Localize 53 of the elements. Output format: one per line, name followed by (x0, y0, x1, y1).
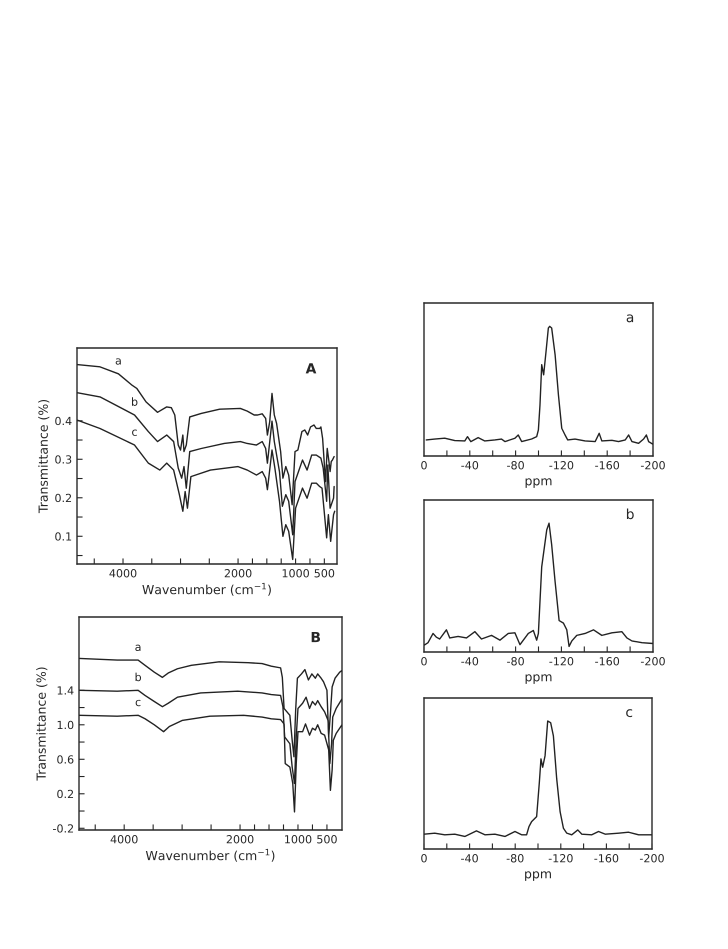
x-tick-label: 1000 (282, 569, 309, 578)
series-label: a (135, 644, 140, 652)
x-tick-label: -120 (549, 461, 574, 470)
y-tick-label: 0.4 (55, 416, 72, 426)
x-axis-title: Wavenumber (cm$^{−1}$) (142, 582, 271, 596)
x-tick-label: 2000 (224, 569, 252, 578)
x-tick-label: -200 (640, 854, 664, 862)
x-tick-label: 2000 (226, 835, 254, 844)
series-label: c (136, 700, 140, 706)
x-tick-label: -40 (461, 854, 478, 862)
x-axis-title: ppm (526, 674, 552, 684)
x-tick-label: -120 (549, 657, 574, 666)
y-tick-label: -0.2 (53, 824, 74, 833)
x-tick-label: -80 (507, 657, 524, 666)
x-tick-label: -40 (461, 657, 478, 666)
x-tick-label: -80 (507, 461, 524, 470)
y-tick-label: 0.2 (55, 494, 72, 502)
x-tick-label: 4000 (110, 835, 138, 844)
series-label: a (116, 358, 121, 365)
x-tick-label: -160 (595, 657, 620, 666)
x-tick-label: -120 (548, 854, 573, 862)
x-axis-title: ppm (526, 478, 552, 488)
x-tick-label: 0 (421, 854, 427, 862)
y-tick-label: 0.1 (55, 532, 72, 541)
y-tick-label: 0.2 (57, 790, 74, 798)
x-tick-label: 500 (317, 835, 337, 844)
y-tick-label: 1.4 (58, 686, 74, 695)
series-label: b (136, 672, 142, 682)
x-tick-label: -160 (595, 461, 620, 470)
x-axis-title: ppm (525, 871, 551, 881)
x-tick-label: -40 (461, 461, 478, 470)
y-axis-title: Transmittance (%) (36, 667, 48, 781)
x-tick-label: 0 (421, 657, 427, 666)
chart-title: c (626, 709, 632, 718)
y-tick-label: 1.0 (58, 720, 74, 730)
y-tick-label: 0.3 (55, 455, 72, 464)
chart-title: b (626, 508, 634, 520)
text: B (312, 632, 320, 642)
series-label: c (132, 430, 137, 436)
x-tick-label: 500 (314, 569, 334, 578)
text: A (306, 363, 316, 374)
x-tick-label: 0 (421, 461, 427, 470)
x-tick-label: 4000 (109, 569, 136, 578)
x-axis-title: Wavenumber (cm$^{−1}$) (146, 848, 274, 862)
x-tick-label: 1000 (285, 835, 312, 844)
chart-title: a (626, 314, 634, 322)
x-tick-label: -80 (506, 854, 524, 862)
x-tick-label: -200 (640, 461, 665, 470)
x-tick-label: -200 (640, 657, 665, 666)
x-tick-label: -160 (594, 854, 618, 862)
y-tick-label: 0.6 (57, 755, 74, 764)
y-axis-title: Transmittance (%) (38, 400, 50, 514)
series-label: b (132, 397, 138, 406)
